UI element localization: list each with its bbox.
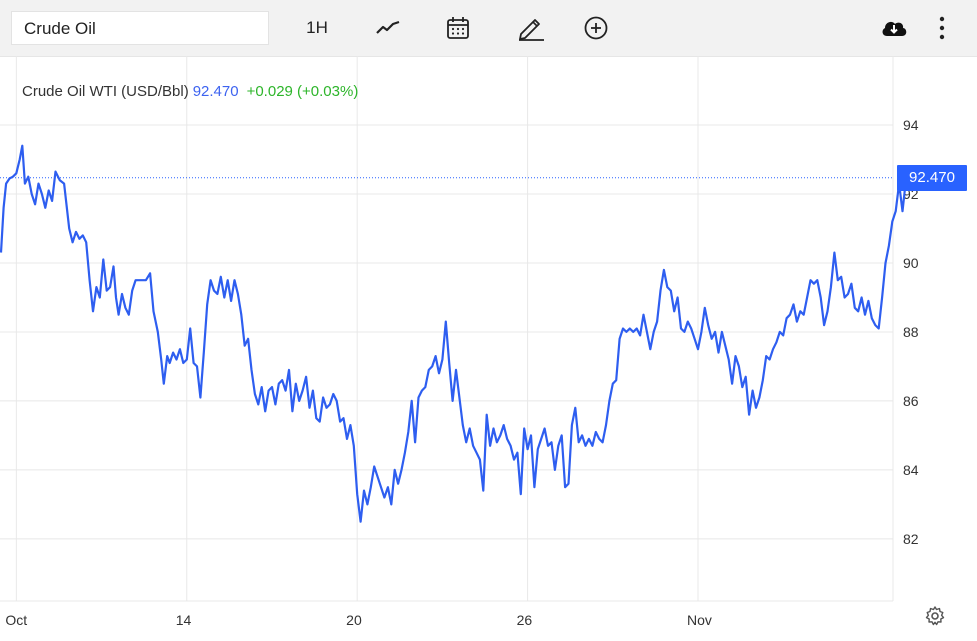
chart-area[interactable]: 82 84 86 88 90 92 94 Oct 14 20 26 Nov Crude Oil WTI… xyxy=(0,56,977,641)
y-tick-label: 94 xyxy=(903,117,919,133)
more-vertical-icon[interactable] xyxy=(924,12,960,44)
y-tick-label: 86 xyxy=(903,393,919,409)
price-series-line[interactable] xyxy=(0,144,918,523)
add-circle-icon[interactable] xyxy=(578,12,614,44)
y-tick-label: 90 xyxy=(903,255,919,271)
line-chart-icon[interactable] xyxy=(370,12,406,44)
x-tick-label: 26 xyxy=(517,612,533,628)
calendar-icon[interactable] xyxy=(440,12,476,44)
y-tick-label: 84 xyxy=(903,462,919,478)
chart-legend: Crude Oil WTI (USD/Bbl) 92.470 +0.029 (+0.… xyxy=(22,83,358,100)
x-tick-label: 20 xyxy=(346,612,362,628)
x-tick-label: Oct xyxy=(5,612,27,628)
symbol-search-input[interactable]: Crude Oil xyxy=(11,11,269,45)
legend-price: 92.470 xyxy=(192,83,239,100)
x-tick-label: 14 xyxy=(176,612,192,628)
chart-toolbar: Crude Oil 1H xyxy=(0,0,977,57)
x-tick-label: Nov xyxy=(687,612,712,628)
legend-name: Crude Oil WTI (USD/Bbl) xyxy=(22,83,189,100)
y-tick-label: 88 xyxy=(903,324,919,340)
interval-button[interactable]: 1H xyxy=(306,18,328,37)
pencil-icon[interactable] xyxy=(512,12,548,44)
y-tick-label: 82 xyxy=(903,531,919,547)
legend-change: +0.029 (+0.03%) xyxy=(246,83,359,100)
cloud-download-icon[interactable] xyxy=(876,12,912,44)
gear-icon[interactable] xyxy=(923,604,947,628)
last-price-tag: 92.470 xyxy=(897,164,967,191)
